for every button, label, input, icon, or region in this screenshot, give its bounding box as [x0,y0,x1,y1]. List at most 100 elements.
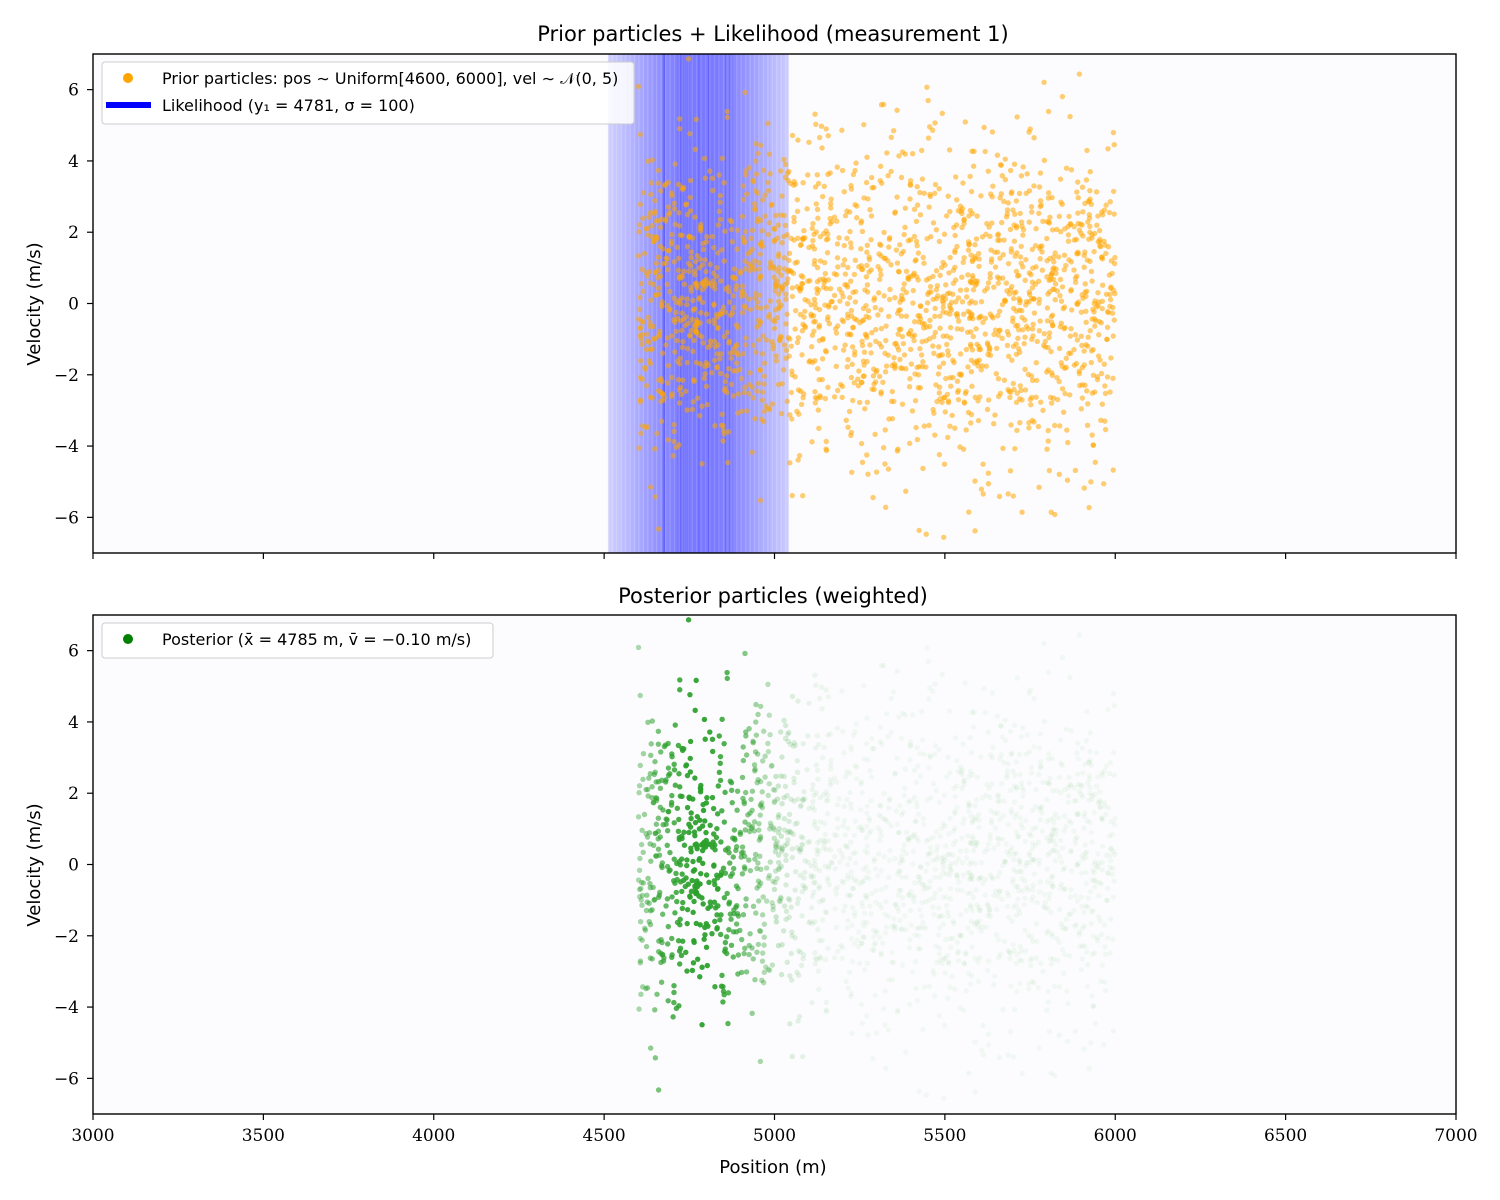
prior-particle [795,457,801,463]
posterior-particle [1067,781,1074,788]
posterior-particle [997,798,1003,804]
prior-particle [862,287,868,293]
prior-particle [932,329,939,336]
prior-particle [911,337,917,344]
posterior-particle [717,753,724,760]
prior-particle [1017,383,1024,389]
posterior-particle [797,949,804,955]
prior-particle [882,427,888,433]
posterior-particle [637,692,643,699]
posterior-particle [1034,938,1040,945]
prior-particle [911,233,918,240]
prior-particle [802,235,808,241]
prior-particle [1079,395,1086,401]
prior-particle [913,218,920,225]
posterior-particle [659,860,666,866]
posterior-particle [915,838,921,844]
prior-particle [1110,375,1116,382]
prior-particle [1092,389,1098,395]
posterior-particle [860,919,867,925]
prior-particle [1029,279,1036,285]
prior-particle [972,242,978,248]
posterior-particle [990,744,996,750]
posterior-particle [690,858,696,865]
prior-particle [773,212,779,219]
posterior-particle [995,954,1002,961]
prior-particle [1078,309,1085,315]
posterior-particle [1024,732,1030,738]
prior-particle [882,461,888,467]
likelihood-strip [607,54,610,553]
posterior-particle [1085,962,1091,968]
posterior-particle [875,824,881,831]
prior-particle [920,254,926,261]
posterior-particle [1041,891,1048,898]
likelihood-strip [694,54,696,553]
posterior-particle [648,741,654,747]
prior-particle [852,257,859,264]
posterior-particle [1078,967,1085,973]
prior-particle [651,336,657,342]
posterior-particle [687,824,694,830]
posterior-particle [1065,784,1071,791]
prior-particle [674,337,680,344]
prior-particle [1102,418,1108,424]
prior-particle [1010,207,1016,213]
posterior-particle [910,848,917,855]
posterior-particle [957,848,964,854]
posterior-particle [735,885,741,892]
prior-particle [1065,439,1071,446]
prior-particle [835,387,841,394]
prior-particle [1046,330,1053,336]
prior-particle [657,273,664,279]
prior-particle [833,271,840,278]
posterior-particle [1002,717,1008,723]
prior-particle [1054,226,1060,233]
posterior-particle [1033,786,1039,793]
posterior-particle [874,928,880,935]
posterior-particle [851,877,858,883]
prior-particle [943,213,950,219]
prior-particle [637,131,643,138]
posterior-particle [809,893,816,899]
posterior-particle [726,899,733,905]
posterior-particle [1045,999,1051,1005]
prior-particle [739,213,746,220]
posterior-particle [742,789,749,796]
posterior-particle [937,886,943,892]
prior-particle [852,167,858,174]
prior-particle [827,201,834,207]
prior-particle [684,407,690,413]
posterior-particle [839,944,846,951]
posterior-particle [859,899,865,906]
posterior-particle [1074,898,1081,904]
posterior-particle [821,841,827,847]
posterior-particle [994,906,1000,912]
posterior-particle [947,872,953,878]
likelihood-strip [658,54,660,553]
prior-particle [1084,422,1091,428]
prior-particle [672,221,679,227]
prior-particle [822,348,829,354]
posterior-particle [1104,885,1111,892]
prior-particle [900,340,907,347]
prior-particle [1023,256,1029,263]
posterior-particle [1062,885,1068,892]
prior-particle [823,438,829,445]
posterior-particle [738,969,745,976]
posterior-particle [1076,931,1083,938]
prior-particle [1060,305,1066,312]
posterior-particle [987,832,993,838]
posterior-particle [683,949,689,955]
prior-particle [665,247,672,254]
posterior-particle [819,917,826,923]
posterior-particle [808,863,814,869]
prior-particle [964,294,970,300]
prior-particle [913,238,920,245]
posterior-particle [931,911,937,917]
prior-particle [919,320,926,327]
posterior-particle [923,885,930,891]
prior-particle [655,254,662,260]
posterior-particle [703,921,710,927]
posterior-particle [792,742,799,748]
